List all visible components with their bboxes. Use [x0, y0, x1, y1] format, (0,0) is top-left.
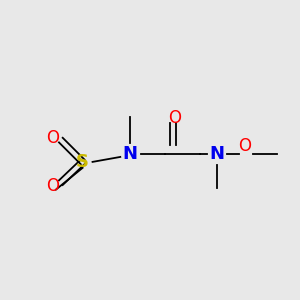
Text: O: O [168, 109, 181, 127]
Text: N: N [210, 145, 225, 163]
Text: O: O [238, 137, 252, 155]
Text: O: O [46, 129, 59, 147]
Text: N: N [123, 145, 138, 163]
Text: O: O [46, 177, 59, 195]
Text: S: S [76, 153, 89, 171]
